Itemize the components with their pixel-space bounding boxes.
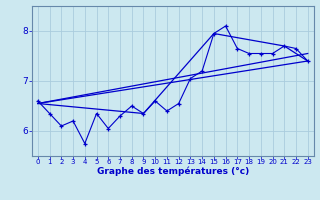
- X-axis label: Graphe des températures (°c): Graphe des températures (°c): [97, 167, 249, 176]
